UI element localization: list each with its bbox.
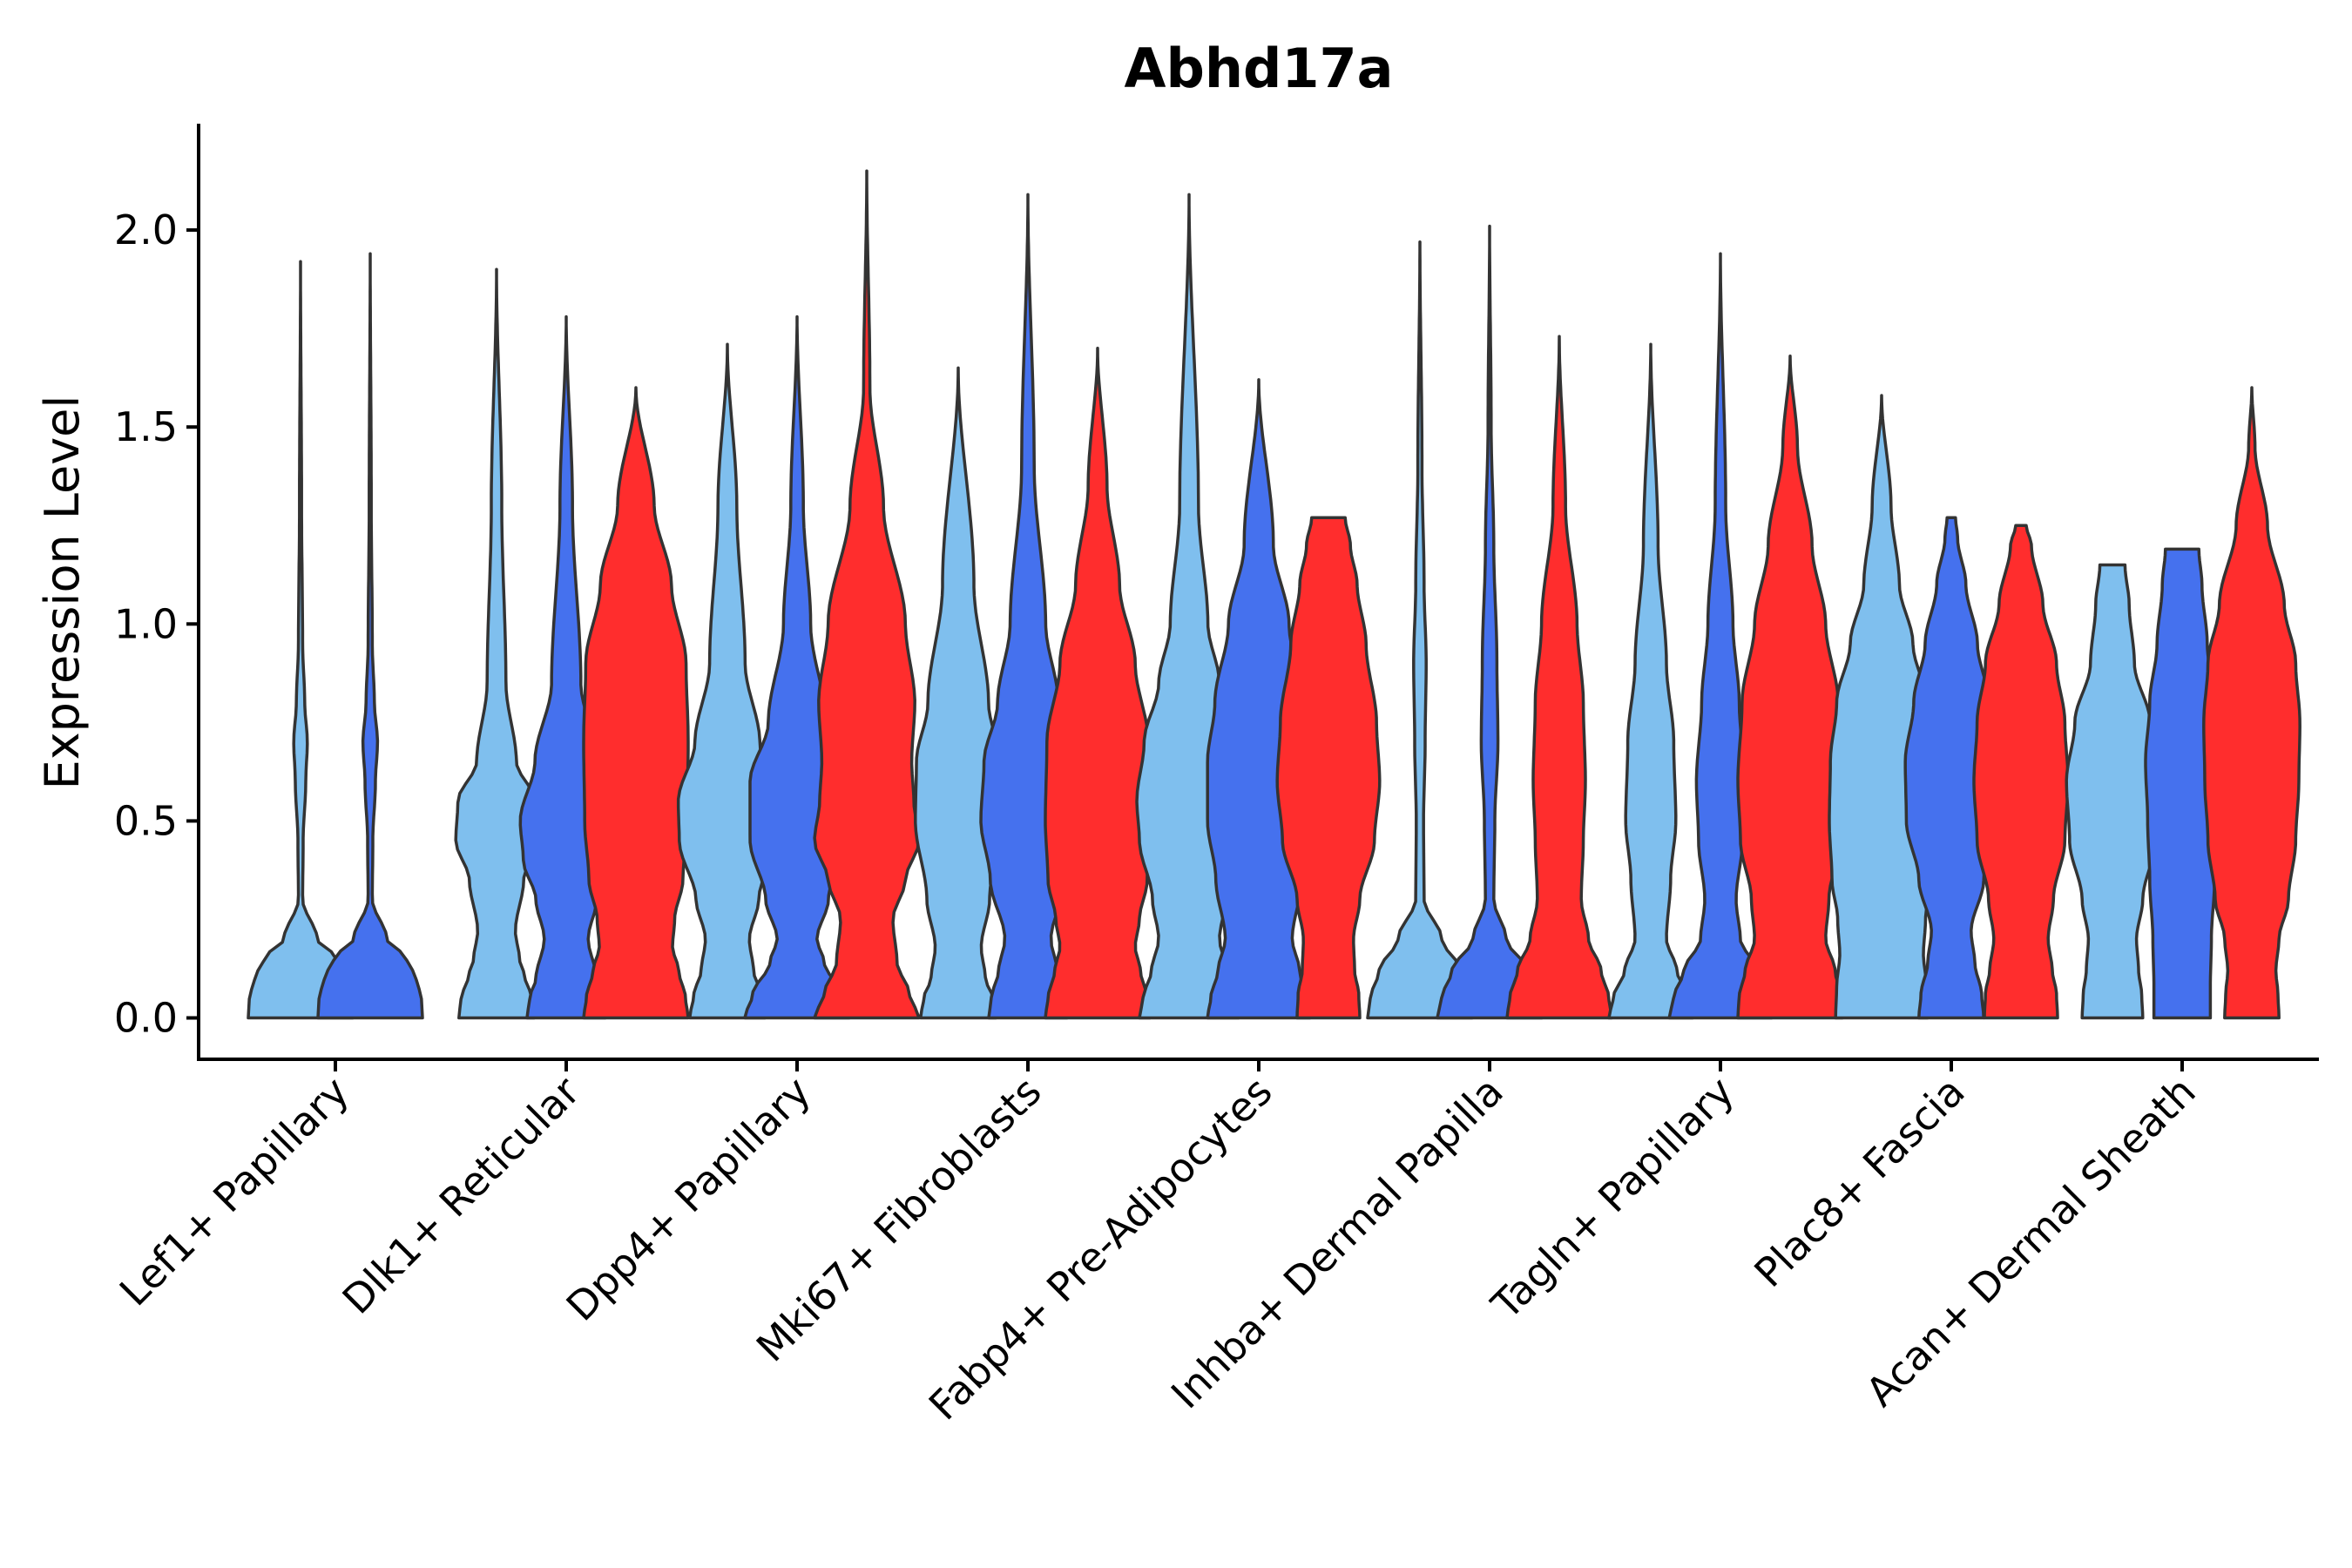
violin-light-blue [2065, 563, 2160, 1020]
violins-layer [247, 169, 2301, 1020]
x-tick-label: Dlk1+ Reticular [334, 1068, 589, 1323]
y-tick-label: 1.5 [114, 403, 178, 450]
violin-red [1972, 524, 2070, 1020]
violin-light-blue [676, 342, 779, 1020]
violin-red [813, 169, 921, 1020]
y-tick-label: 0.0 [114, 995, 178, 1042]
x-tick-label: Dpp4+ Papillary [558, 1068, 820, 1330]
y-ticks-layer: 0.0 0.5 1.0 1.5 2.0 [114, 206, 199, 1042]
y-tick-label: 2.0 [114, 206, 178, 253]
violin-red [1505, 335, 1613, 1020]
violin-light-blue [1366, 240, 1474, 1020]
x-tick-label: Plac8+ Fascia [1745, 1068, 1973, 1296]
y-tick-label: 1.0 [114, 600, 178, 647]
x-tick-label: Lef1+ Papillary [111, 1068, 358, 1315]
violin-royal-blue [1436, 224, 1544, 1020]
violin-red [582, 386, 690, 1020]
violin-light-blue [1607, 342, 1694, 1020]
violin-red [1044, 347, 1152, 1020]
violin-light-blue [247, 260, 355, 1020]
chart-title: Abhd17a [1124, 37, 1393, 100]
violin-royal-blue [316, 252, 424, 1020]
violin-light-blue [454, 267, 539, 1020]
violin-red [2202, 386, 2301, 1020]
violin-red [1275, 516, 1382, 1020]
y-tick-label: 0.5 [114, 797, 178, 844]
x-tick-label: Tagln+ Papillary [1482, 1068, 1743, 1329]
y-axis-label: Expression Level [35, 395, 90, 790]
violin-light-blue [914, 366, 1003, 1020]
violin-red [1736, 355, 1844, 1020]
